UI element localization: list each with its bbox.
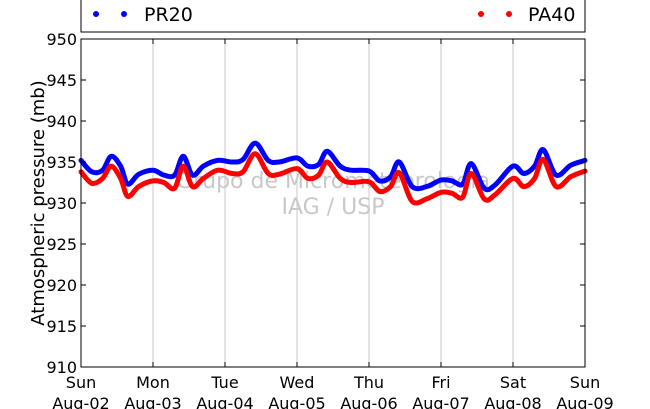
watermark-line-2: IAG / USP [282,195,385,220]
y-tick-label: 950 [46,30,77,49]
y-tick-label: 945 [46,71,77,90]
legend-box [80,0,586,33]
x-tick-label-date: Aug-02 [52,394,109,409]
y-tick-label: 930 [46,194,77,213]
x-tick-label-date: Aug-03 [124,394,181,409]
y-axis: 910 915 920 925 930 935 940 945 950 [46,30,585,377]
y-tick-label: 940 [46,112,77,131]
x-tick-label-date: Aug-06 [340,394,397,409]
legend-marker-pr20 [93,11,99,17]
y-axis-title: Atmospheric pressure (mb) [28,80,49,325]
x-tick-label-date: Aug-04 [196,394,253,409]
plot-area: Grupo de Micrometeorologia IAG / USP [78,38,588,368]
series-line-pa40 [78,151,588,206]
x-tick-label-day: Sun [66,373,96,392]
grid-lines [152,39,514,367]
legend-label-pr20: PR20 [144,4,193,26]
legend-entry-pa40: PA40 [478,4,575,26]
x-tick-label-date: Aug-07 [412,394,469,409]
y-tick-label: 935 [46,153,77,172]
series-line-pr20 [78,140,588,193]
x-tick-label-day: Tue [210,373,238,392]
x-tick-label-day: Sat [500,373,526,392]
series-layer [78,140,588,206]
x-axis: Sun Aug-02 Mon Aug-03 Tue Aug-04 Wed Aug-05 Thu A… [52,39,614,409]
y-tick-label: 920 [46,276,77,295]
legend-entry-pr20: PR20 [93,4,193,26]
x-tick-label-day: Wed [280,373,315,392]
x-tick-label-date: Aug-05 [268,394,325,409]
y-tick-label: 925 [46,235,77,254]
y-tick-label: 910 [46,358,77,377]
legend: PR20 PA40 [80,0,586,33]
x-tick-label-day: Fri [431,373,450,392]
x-tick-label-date: Aug-08 [484,394,541,409]
plot-background [81,39,585,367]
legend-marker-pr20 [121,11,127,17]
legend-label-pa40: PA40 [528,4,575,26]
y-tick-label: 915 [46,317,77,336]
legend-marker-pa40 [506,11,512,17]
x-tick-label-day: Mon [136,373,170,392]
legend-marker-pa40 [478,11,484,17]
x-tick-label-date: Aug-09 [556,394,613,409]
x-tick-label-day: Sun [570,373,600,392]
x-tick-label-day: Thu [353,373,384,392]
